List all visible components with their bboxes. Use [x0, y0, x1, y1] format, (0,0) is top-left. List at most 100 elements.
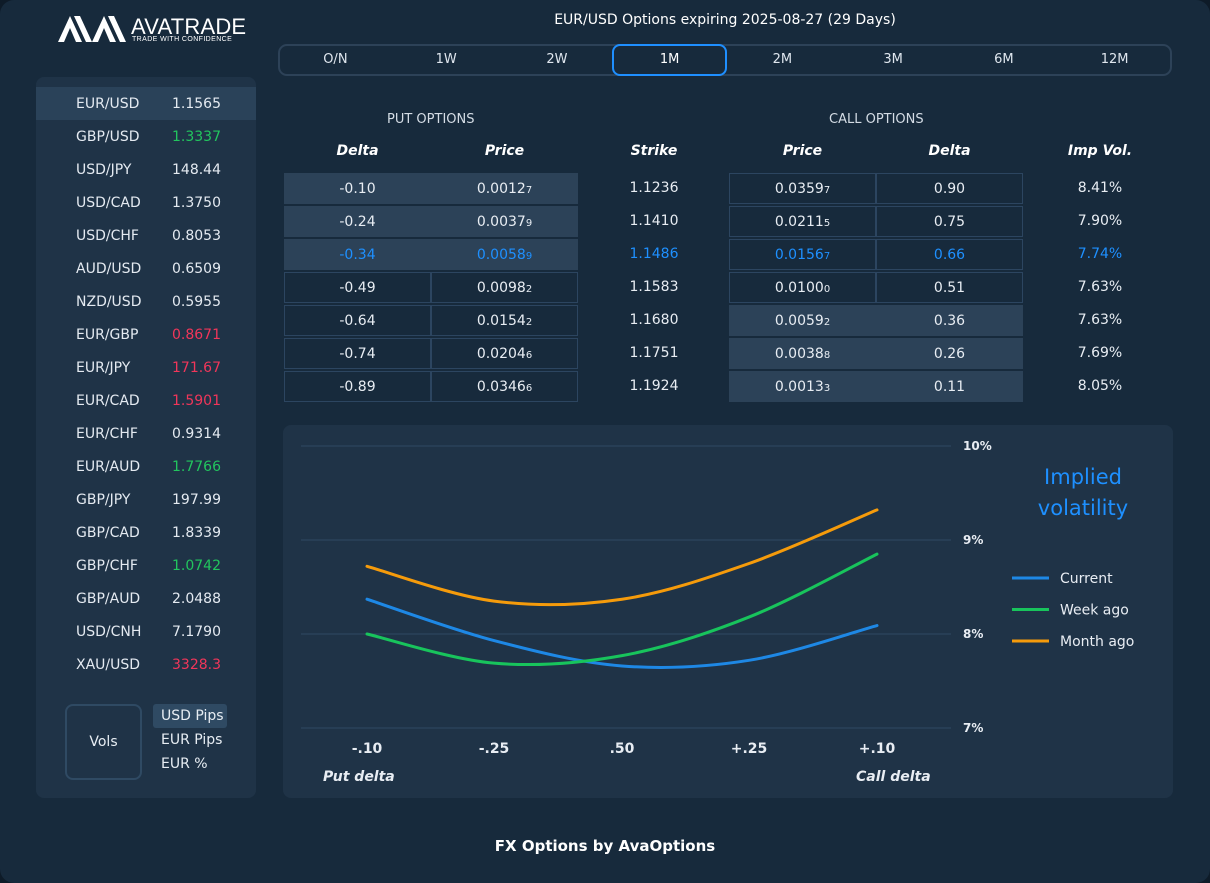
put-delta-value: -0.64 — [339, 313, 376, 329]
call-price-cell[interactable]: 0.03597 — [729, 173, 876, 204]
call-price-cell[interactable]: 0.00388 — [729, 338, 876, 369]
unit-option-usd-pips[interactable]: USD Pips — [153, 704, 227, 728]
call-price-pipette: 7 — [823, 185, 831, 196]
tab-3m[interactable]: 3M — [883, 52, 903, 67]
put-delta-cell[interactable]: -0.89 — [284, 371, 431, 402]
currency-pair-sidebar: Vols EUR/USD 1.1565 GBP/USD 1.3337 USD/JPY 14… — [36, 77, 256, 798]
brand-logo[interactable]: AVATRADE TRADE WITH CONFIDENCE — [58, 14, 246, 46]
put-delta-cell[interactable]: -0.64 — [284, 305, 431, 336]
pair-item-eur-jpy[interactable]: EUR/JPY 171.67 — [36, 351, 256, 384]
pair-price: 7.1790 — [172, 623, 221, 640]
pair-item-gbp-chf[interactable]: GBP/CHF 1.0742 — [36, 549, 256, 582]
put-delta-cell[interactable]: -0.24 — [284, 206, 431, 237]
pair-price: 171.67 — [172, 359, 221, 376]
series-line-week-ago — [365, 552, 879, 667]
call-delta-value: 0.90 — [933, 181, 966, 197]
call-price-cell[interactable]: 0.01000 — [729, 272, 876, 303]
put-price-value: 0.0098 — [476, 280, 526, 296]
vols-button[interactable]: Vols — [65, 704, 142, 780]
call-price-cell[interactable]: 0.00133 — [729, 371, 876, 402]
pair-item-gbp-cad[interactable]: GBP/CAD 1.8339 — [36, 516, 256, 549]
pair-item-xau-usd[interactable]: XAU/USD 3328.3 — [36, 648, 256, 681]
put-delta-cell[interactable]: -0.74 — [284, 338, 431, 369]
put-delta-value: -0.74 — [339, 346, 376, 362]
call-price-value: 0.0156 — [774, 247, 824, 263]
call-price-cell[interactable]: 0.02115 — [729, 206, 876, 237]
tab-1m[interactable]: 1M — [612, 44, 727, 76]
pair-item-gbp-usd[interactable]: GBP/USD 1.3337 — [36, 120, 256, 153]
header-call-price: Price — [782, 143, 823, 159]
pair-item-eur-chf[interactable]: EUR/CHF 0.9314 — [36, 417, 256, 450]
put-delta-value: -0.34 — [339, 247, 376, 263]
put-price-cell[interactable]: 0.02046 — [431, 338, 578, 369]
put-options-label: PUT OPTIONS — [387, 112, 475, 127]
x-tick-label: -.10 — [352, 741, 383, 757]
put-price-value: 0.0058 — [476, 247, 526, 263]
pair-item-eur-aud[interactable]: EUR/AUD 1.7766 — [36, 450, 256, 483]
put-price-cell[interactable]: 0.00589 — [431, 239, 578, 270]
put-price-cell[interactable]: 0.00379 — [431, 206, 578, 237]
call-delta-cell[interactable]: 0.90 — [876, 173, 1023, 204]
put-price-cell[interactable]: 0.01542 — [431, 305, 578, 336]
pair-item-aud-usd[interactable]: AUD/USD 0.6509 — [36, 252, 256, 285]
pair-symbol: GBP/JPY — [76, 491, 131, 508]
pair-item-eur-gbp[interactable]: EUR/GBP 0.8671 — [36, 318, 256, 351]
call-price-cell[interactable]: 0.00592 — [729, 305, 876, 336]
put-price-cell[interactable]: 0.03466 — [431, 371, 578, 402]
put-delta-cell[interactable]: -0.49 — [284, 272, 431, 303]
tab-2m[interactable]: 2M — [772, 52, 793, 67]
tab-2w[interactable]: 2W — [546, 52, 568, 67]
put-price-value: 0.0204 — [476, 346, 526, 362]
call-price-cell[interactable]: 0.01567 — [729, 239, 876, 270]
pair-price: 3328.3 — [172, 656, 221, 673]
pair-item-nzd-usd[interactable]: NZD/USD 0.5955 — [36, 285, 256, 318]
put-price-cell[interactable]: 0.00127 — [431, 173, 578, 204]
pair-symbol: GBP/CAD — [76, 524, 140, 541]
pair-item-usd-cnh[interactable]: USD/CNH 7.1790 — [36, 615, 256, 648]
strike-cell: 1.1751 — [584, 338, 724, 369]
tab-12m[interactable]: 12M — [1100, 52, 1129, 67]
pair-price: 0.5955 — [172, 293, 221, 310]
call-delta-value: 0.11 — [933, 379, 966, 395]
imp-vol-value: 7.63% — [1077, 279, 1123, 295]
pair-price: 1.7766 — [172, 458, 221, 475]
pair-item-gbp-aud[interactable]: GBP/AUD 2.0488 — [36, 582, 256, 615]
chart-title-line2: volatility — [1038, 496, 1128, 520]
call-price-pipette: 8 — [823, 350, 831, 361]
tab-on[interactable]: O/N — [323, 52, 348, 67]
call-delta-value: 0.51 — [933, 280, 966, 296]
pair-item-eur-cad[interactable]: EUR/CAD 1.5901 — [36, 384, 256, 417]
pair-symbol: EUR/CAD — [76, 392, 140, 409]
tab-6m[interactable]: 6M — [994, 52, 1014, 67]
pair-price: 1.3750 — [172, 194, 221, 211]
put-delta-cell[interactable]: -0.10 — [284, 173, 431, 204]
put-delta-value: -0.89 — [339, 379, 376, 395]
header-imp-vol: Imp Vol. — [1067, 143, 1133, 159]
call-delta-cell[interactable]: 0.11 — [876, 371, 1023, 402]
call-delta-cell[interactable]: 0.36 — [876, 305, 1023, 336]
pair-item-usd-jpy[interactable]: USD/JPY 148.44 — [36, 153, 256, 186]
pair-item-usd-cad[interactable]: USD/CAD 1.3750 — [36, 186, 256, 219]
pair-item-usd-chf[interactable]: USD/CHF 0.8053 — [36, 219, 256, 252]
pair-price: 148.44 — [172, 161, 221, 178]
pair-price: 1.8339 — [172, 524, 221, 541]
unit-option-eur-pips[interactable]: EUR Pips — [161, 732, 223, 748]
put-delta-cell[interactable]: -0.34 — [284, 239, 431, 270]
call-delta-cell[interactable]: 0.66 — [876, 239, 1023, 270]
unit-option-eur[interactable]: EUR % — [161, 756, 208, 772]
series-line-current — [365, 597, 879, 669]
call-delta-cell[interactable]: 0.26 — [876, 338, 1023, 369]
pair-item-eur-usd[interactable]: EUR/USD 1.1565 — [36, 87, 256, 120]
page-title: EUR/USD Options expiring 2025-08-27 (29 … — [554, 12, 896, 28]
pair-price: 0.9314 — [172, 425, 221, 442]
call-delta-cell[interactable]: 0.51 — [876, 272, 1023, 303]
put-price-cell[interactable]: 0.00982 — [431, 272, 578, 303]
strike-cell: 1.1410 — [584, 206, 724, 237]
strike-value: 1.1486 — [629, 246, 679, 262]
tab-1w[interactable]: 1W — [435, 52, 457, 67]
imp-vol-cell: 7.90% — [1030, 206, 1170, 237]
call-price-value: 0.0359 — [774, 181, 824, 197]
pair-item-gbp-jpy[interactable]: GBP/JPY 197.99 — [36, 483, 256, 516]
pair-symbol: GBP/CHF — [76, 557, 138, 574]
call-delta-cell[interactable]: 0.75 — [876, 206, 1023, 237]
